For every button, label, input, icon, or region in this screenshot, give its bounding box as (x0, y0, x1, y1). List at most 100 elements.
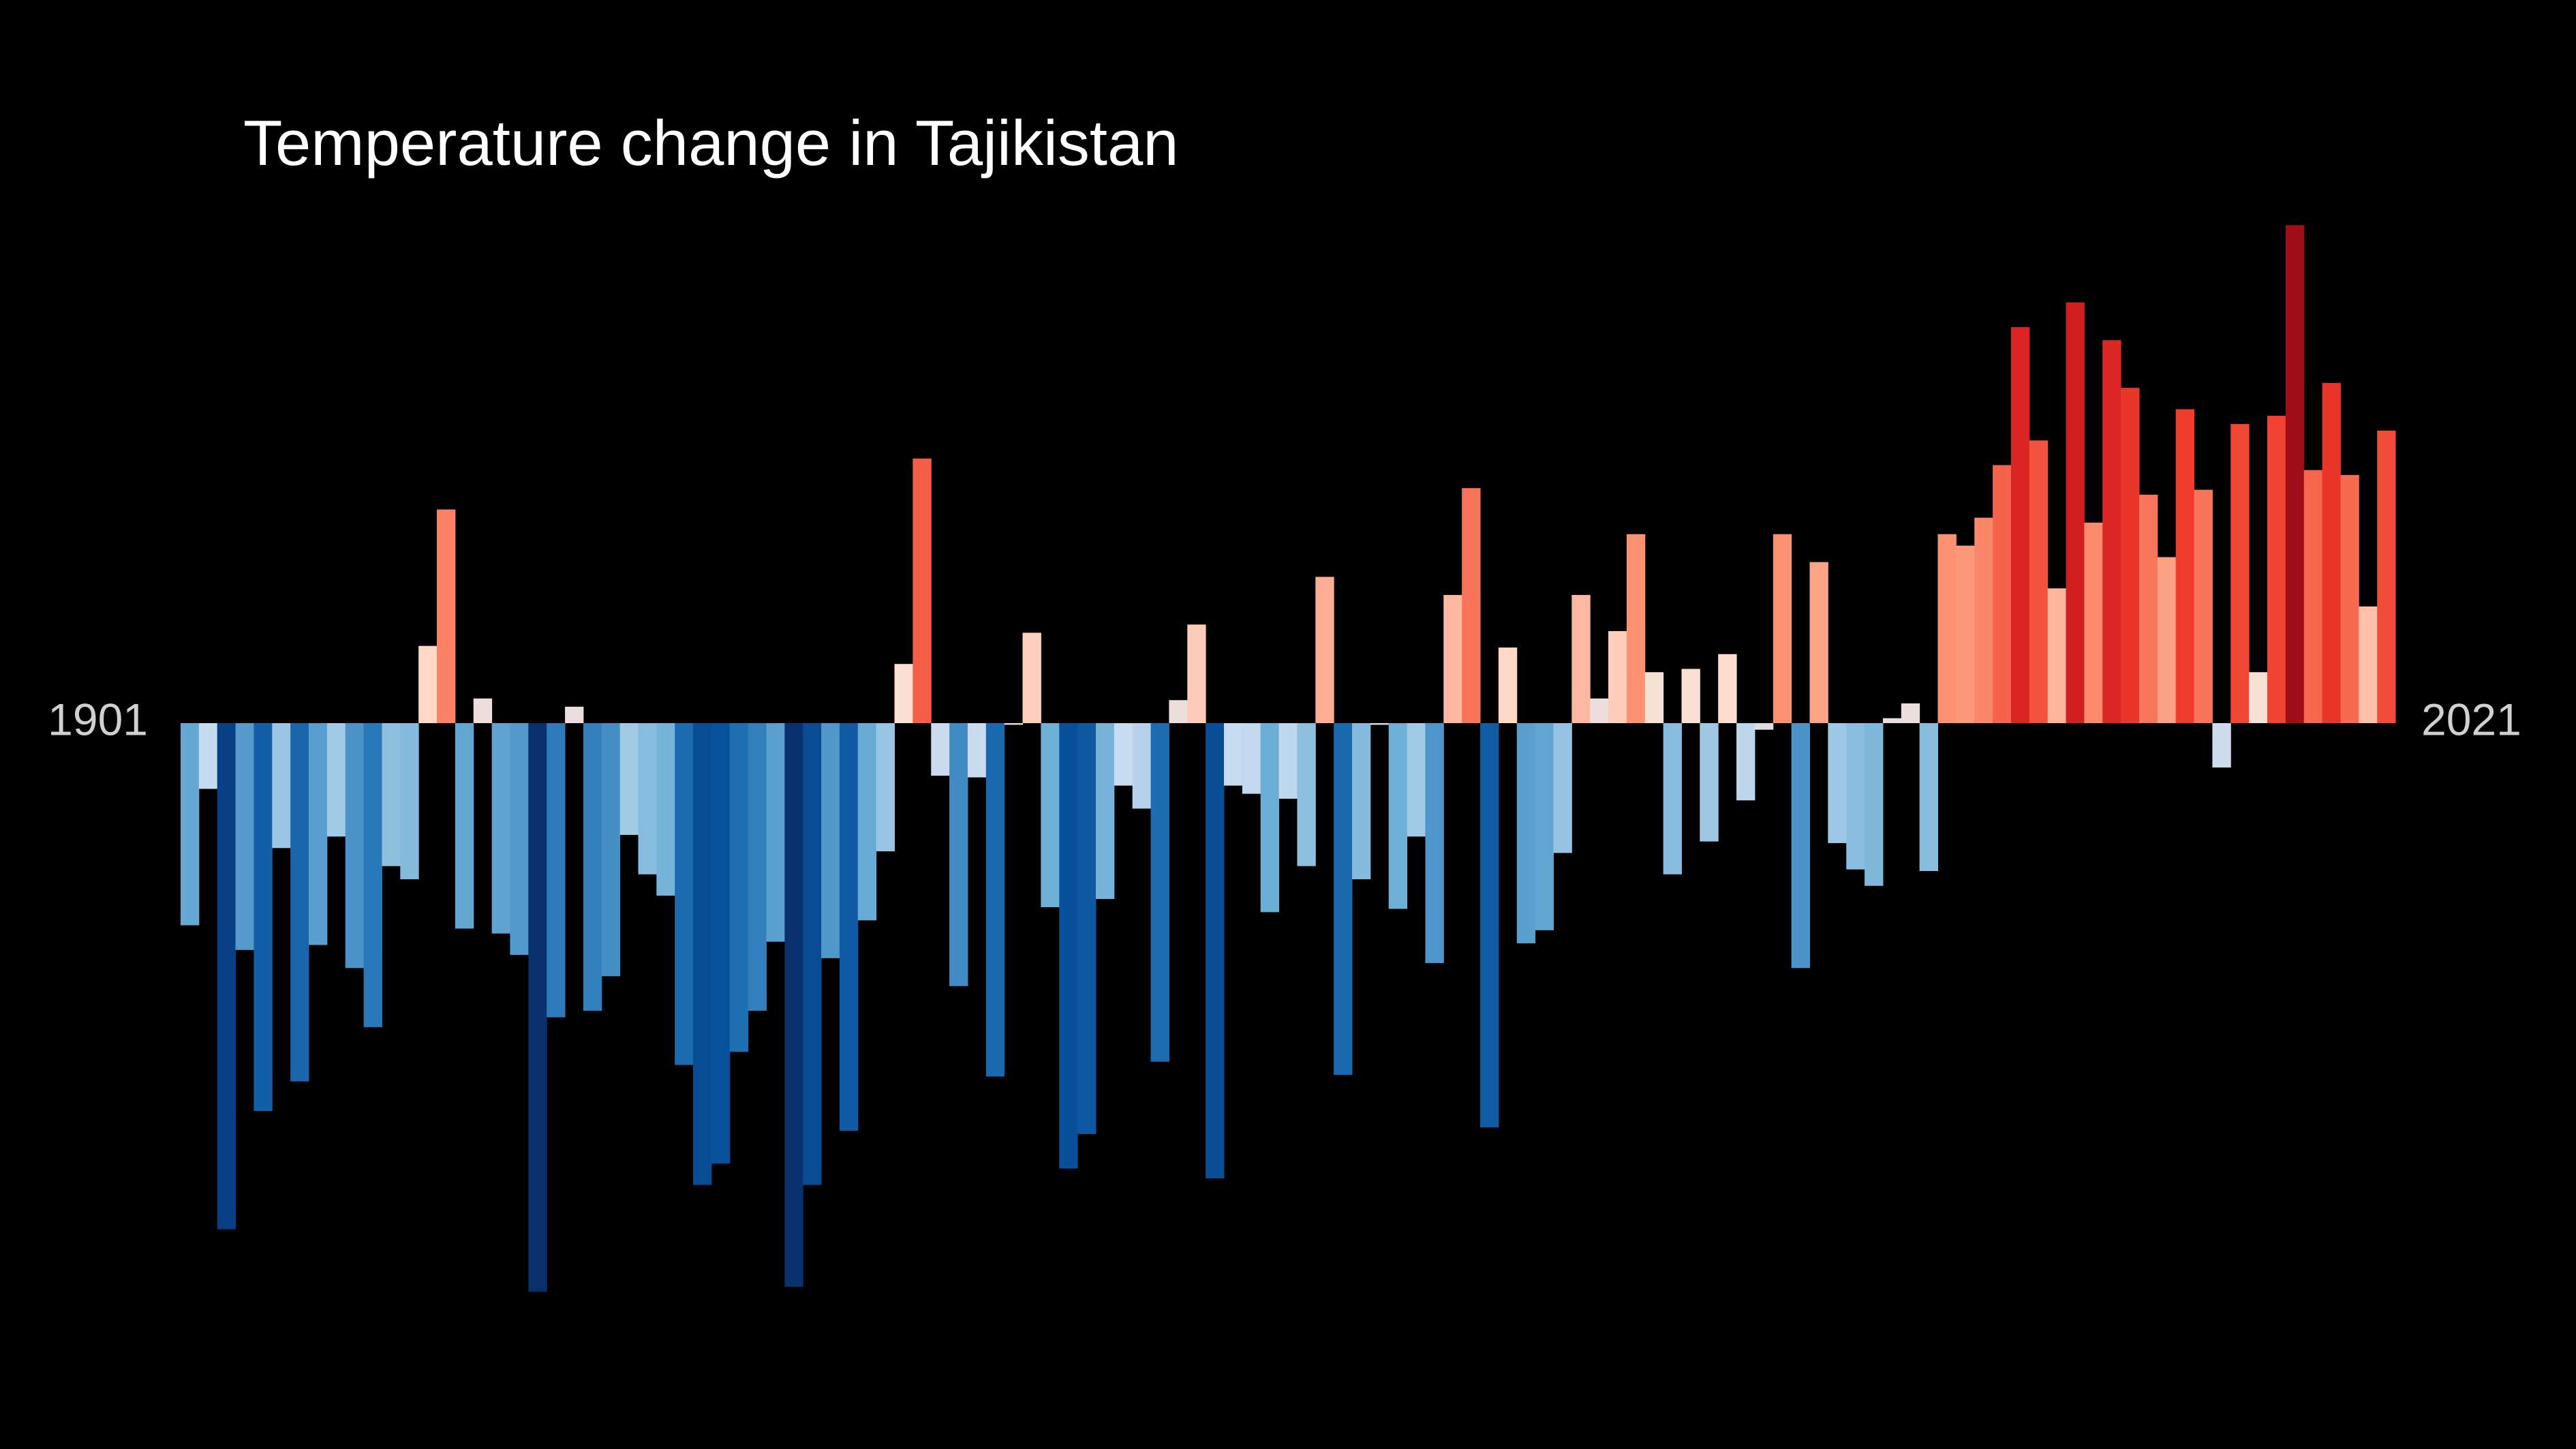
bar (1882, 718, 1902, 723)
bar (729, 723, 749, 1052)
bar (1956, 545, 1975, 723)
bar (1480, 723, 1499, 1128)
bar (1937, 534, 1957, 723)
bar (619, 723, 639, 835)
bar (2285, 225, 2305, 723)
bar (949, 723, 968, 986)
bar (1260, 723, 1280, 913)
bar (547, 723, 566, 1018)
bar (1626, 534, 1646, 723)
bar (985, 723, 1005, 1077)
bar (528, 723, 547, 1292)
bar (1846, 723, 1865, 870)
bar (2322, 382, 2341, 723)
bar (326, 723, 346, 837)
bar (1059, 723, 1078, 1169)
bar (1901, 703, 1920, 723)
bar (583, 723, 602, 1011)
bar (1681, 669, 1700, 723)
bar (784, 723, 803, 1287)
bar (473, 698, 493, 723)
bar (1791, 723, 1810, 968)
bar (1370, 723, 1390, 725)
bar (1993, 465, 2012, 723)
bar (1773, 534, 1792, 723)
bar (1425, 723, 1444, 964)
bar (309, 723, 328, 945)
bar (1828, 723, 1847, 844)
bar (2359, 606, 2378, 723)
bar (601, 723, 621, 977)
bar (345, 723, 365, 968)
bar (766, 723, 785, 942)
bar (1114, 723, 1133, 786)
bar (418, 645, 438, 723)
bar (1334, 723, 1353, 1076)
bar (876, 723, 895, 852)
bar (363, 723, 382, 1028)
bar (565, 706, 584, 723)
bar (198, 723, 218, 789)
bar (2121, 388, 2140, 723)
bar (1974, 517, 1993, 723)
bar (1535, 723, 1554, 930)
bar (2377, 430, 2396, 723)
bar (821, 723, 840, 958)
x-tick-label: 1901 (48, 694, 148, 744)
bar (894, 664, 913, 723)
bar (1718, 654, 1737, 723)
bar (693, 723, 712, 1185)
bar (437, 509, 456, 723)
bar (1278, 723, 1298, 799)
bar (1352, 723, 1371, 880)
bar (400, 723, 419, 880)
bar (1315, 577, 1334, 723)
bar (1553, 723, 1572, 853)
bar (2230, 424, 2250, 723)
bar (967, 723, 987, 778)
bar (931, 723, 950, 776)
bar (1077, 723, 1097, 1134)
bar (1571, 594, 1591, 723)
bar (1498, 647, 1518, 723)
bar (510, 723, 529, 956)
bar (1169, 700, 1188, 723)
bar (1242, 723, 1261, 794)
bar (1206, 723, 1225, 1178)
bar (839, 723, 859, 1131)
bar (1223, 723, 1243, 786)
bar (2102, 340, 2121, 723)
bar (656, 723, 675, 896)
bar (1095, 723, 1115, 900)
bar (254, 723, 273, 1112)
bar (1919, 723, 1939, 872)
bar (217, 723, 236, 1230)
bar (803, 723, 822, 1185)
bar (1187, 624, 1206, 723)
bar (2010, 326, 2030, 724)
bar (1809, 562, 1828, 723)
bar (2212, 723, 2231, 768)
bar (272, 723, 291, 849)
bar (1865, 723, 1884, 886)
bar (1443, 594, 1462, 723)
bar (1590, 698, 1609, 723)
bar (1150, 723, 1169, 1062)
bar (2066, 302, 2085, 723)
bar (711, 723, 731, 1164)
bar (290, 723, 309, 1082)
bar (181, 723, 200, 926)
bar (1462, 488, 1481, 723)
bar (2084, 522, 2103, 723)
x-tick-label: 2021 (2421, 694, 2521, 744)
bar (2029, 440, 2049, 723)
bar (638, 723, 657, 874)
bar (1388, 723, 1408, 909)
bar (455, 723, 474, 929)
bar (748, 723, 767, 1011)
bar (857, 723, 877, 921)
bar (2157, 557, 2177, 723)
chart-title: Temperature change in Tajikistan (243, 107, 1179, 179)
bar (913, 458, 932, 723)
bar (1407, 723, 1426, 837)
